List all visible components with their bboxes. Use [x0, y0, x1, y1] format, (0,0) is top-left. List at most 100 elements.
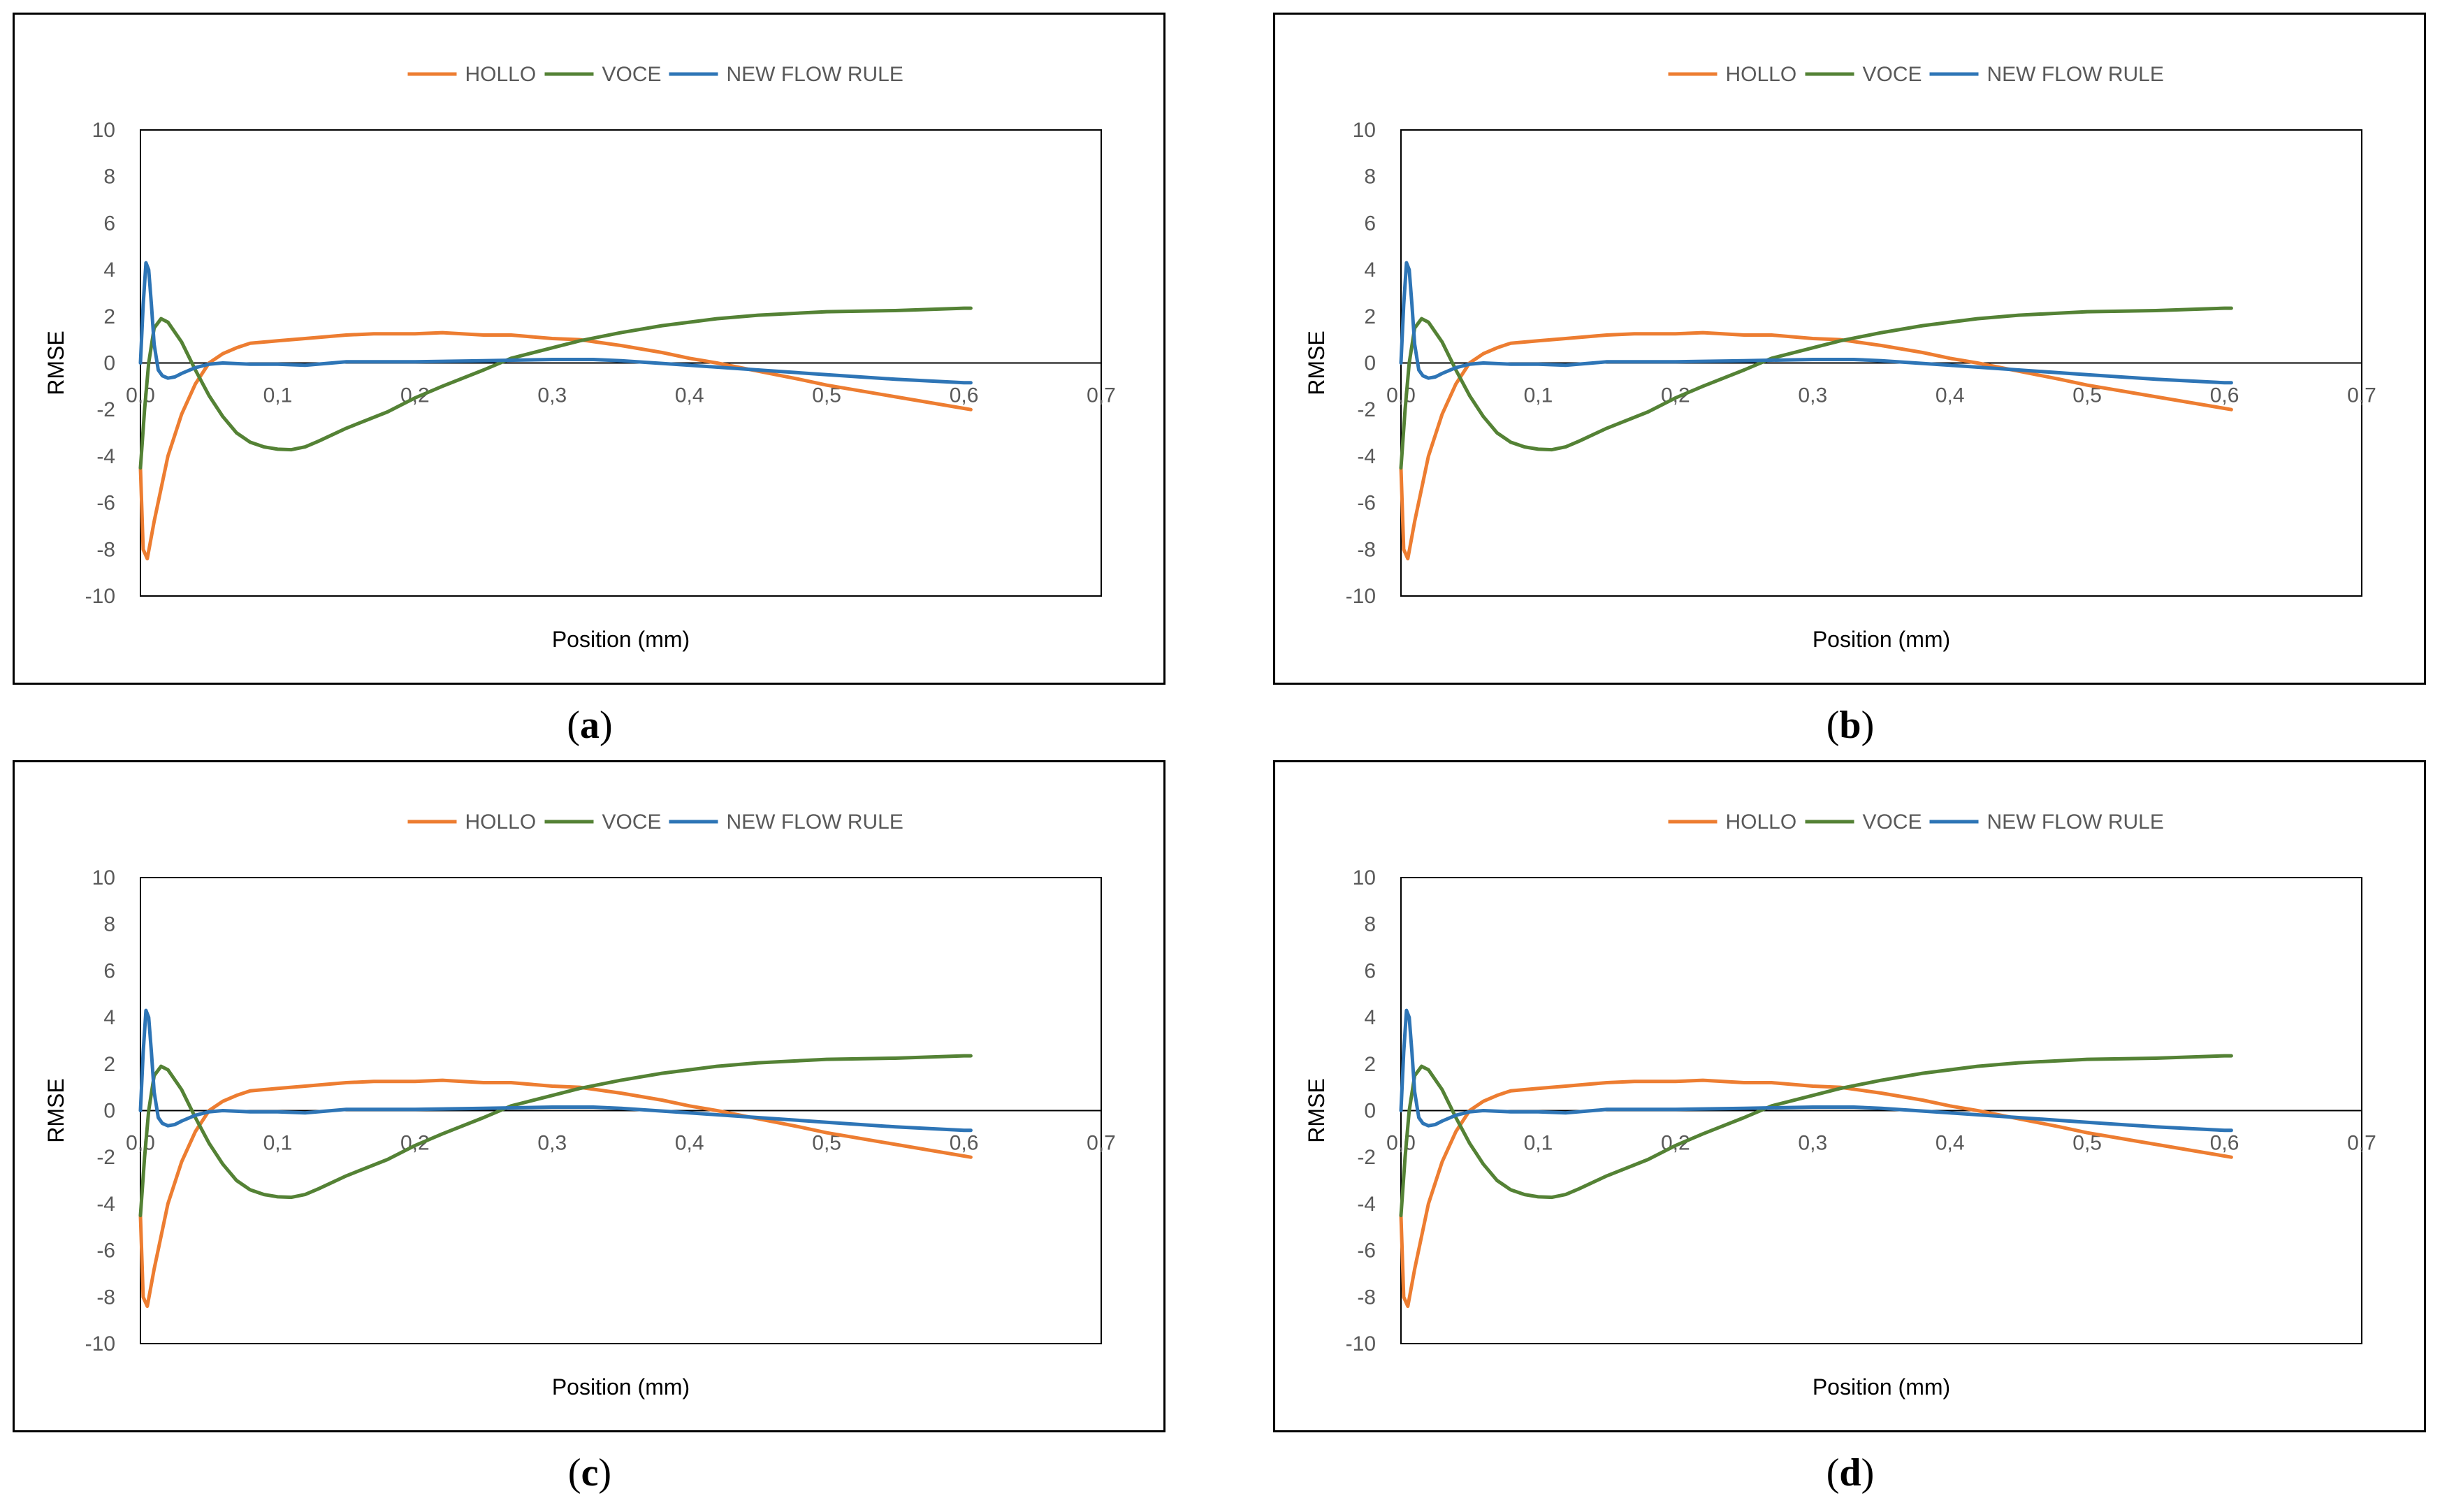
y-tick-label: -4: [96, 1193, 115, 1216]
y-tick-label: -10: [85, 1332, 115, 1355]
x-tick-label: 0,0: [1386, 384, 1416, 407]
y-tick-label: -8: [1357, 538, 1376, 561]
legend-label-voce: VOCE: [602, 63, 662, 86]
y-tick-label: 4: [1364, 1006, 1376, 1029]
x-tick-label: 0,0: [126, 384, 155, 407]
y-tick-label: -4: [96, 445, 115, 468]
x-tick-label: 0,7: [1087, 384, 1116, 407]
x-tick-label: 0,1: [263, 384, 293, 407]
x-axis-title: Position (mm): [1813, 1374, 1950, 1400]
x-tick-label: 0,1: [1524, 384, 1553, 407]
y-tick-label: -6: [96, 1240, 115, 1263]
x-tick-label: 0,4: [1936, 384, 1965, 407]
caption-c: (c): [567, 1451, 612, 1495]
y-tick-label: 4: [1364, 259, 1376, 282]
y-tick-label: 0: [1364, 1100, 1376, 1123]
chart-panel-b: 10 8 6 4 2 0 -2 -4 -6 -8 -10 0,0 0,1 0,2 0,3 0,4 0,5 0,6 0…: [1273, 13, 2426, 685]
x-axis-title: Position (mm): [552, 1374, 690, 1400]
caption-a: (a): [567, 704, 613, 747]
x-tick-label: 0,1: [1524, 1132, 1553, 1155]
y-axis-title: RMSE: [1304, 330, 1329, 395]
y-tick-label: 10: [92, 866, 115, 889]
series-line-voce: [1399, 1054, 2233, 1218]
y-axis-title: RMSE: [43, 330, 68, 395]
x-tick-label: 0,1: [263, 1132, 293, 1155]
y-tick-label: 0: [1364, 352, 1376, 375]
x-tick-label: 0,6: [950, 1132, 979, 1155]
legend-label-voce: VOCE: [1863, 63, 1922, 86]
series-line-new-flow-rule: [1399, 1008, 2233, 1133]
y-tick-label: 10: [1353, 866, 1376, 889]
y-tick-label: -4: [1357, 445, 1376, 468]
legend-label-new-flow-rule: NEW FLOW RULE: [1987, 810, 2164, 834]
y-tick-label: 2: [103, 1053, 115, 1076]
x-tick-label: 0,4: [675, 384, 704, 407]
x-tick-label: 0,3: [1798, 384, 1827, 407]
series-line-new-flow-rule: [1399, 261, 2233, 385]
y-tick-label: -2: [1357, 398, 1376, 421]
x-tick-label: 0,7: [1087, 1132, 1116, 1155]
y-tick-label: -6: [1357, 1240, 1376, 1263]
chart-panel-a: 10 8 6 4 2 0 -2 -4 -6 -8 -10 0,0 0,1 0,2 0,3 0,4 0,5 0,6 0…: [13, 13, 1165, 685]
y-tick-label: 2: [1364, 1053, 1376, 1076]
series-line-new-flow-rule: [138, 261, 973, 385]
x-tick-label: 0,0: [1386, 1132, 1416, 1155]
y-tick-label: -8: [96, 538, 115, 561]
x-axis-title: Position (mm): [1813, 627, 1950, 652]
caption-b: (b): [1826, 704, 1875, 747]
y-tick-label: 0: [103, 352, 115, 375]
x-tick-label: 0,6: [2210, 384, 2239, 407]
y-tick-label: 10: [1353, 119, 1376, 142]
series-line-new-flow-rule: [138, 1008, 973, 1133]
legend-label-new-flow-rule: NEW FLOW RULE: [727, 63, 903, 86]
y-tick-label: 8: [1364, 166, 1376, 189]
series-line-voce: [1399, 306, 2233, 470]
x-tick-label: 0,6: [2210, 1132, 2239, 1155]
y-tick-label: 4: [103, 1006, 115, 1029]
y-tick-label: -2: [96, 398, 115, 421]
y-tick-label: 8: [1364, 913, 1376, 936]
x-tick-label: 0,3: [1798, 1132, 1827, 1155]
legend-label-hollo: HOLLO: [1726, 63, 1797, 86]
series-line-voce: [138, 306, 973, 470]
y-tick-label: -8: [96, 1286, 115, 1309]
legend-label-new-flow-rule: NEW FLOW RULE: [1987, 63, 2164, 86]
x-tick-label: 0,6: [950, 384, 979, 407]
chart-panel-c: 10 8 6 4 2 0 -2 -4 -6 -8 -10 0,0 0,1 0,2 0,3 0,4 0,5 0,6 0…: [13, 760, 1165, 1432]
y-tick-label: -8: [1357, 1286, 1376, 1309]
legend-label-hollo: HOLLO: [465, 63, 537, 86]
series-line-voce: [138, 1054, 973, 1218]
y-tick-label: 2: [1364, 305, 1376, 328]
y-tick-label: -10: [85, 585, 115, 608]
x-tick-label: 0,3: [537, 384, 567, 407]
y-tick-label: 6: [1364, 959, 1376, 982]
y-tick-label: -10: [1346, 585, 1376, 608]
y-tick-label: 6: [103, 959, 115, 982]
x-tick-label: 0,7: [2347, 1132, 2376, 1155]
y-tick-label: 4: [103, 259, 115, 282]
legend-label-new-flow-rule: NEW FLOW RULE: [727, 810, 903, 834]
legend-label-voce: VOCE: [602, 810, 662, 834]
legend-label-voce: VOCE: [1863, 810, 1922, 834]
x-tick-label: 0,4: [1936, 1132, 1965, 1155]
y-tick-label: 0: [103, 1100, 115, 1123]
y-tick-label: -10: [1346, 1332, 1376, 1355]
y-tick-label: 8: [103, 913, 115, 936]
y-tick-label: -2: [1357, 1146, 1376, 1169]
y-tick-label: -6: [1357, 492, 1376, 515]
y-tick-label: 6: [103, 212, 115, 235]
legend-label-hollo: HOLLO: [1726, 810, 1797, 834]
y-axis-title: RMSE: [1304, 1078, 1329, 1142]
y-tick-label: 8: [103, 166, 115, 189]
x-axis-title: Position (mm): [552, 627, 690, 652]
x-tick-label: 0,7: [2347, 384, 2376, 407]
y-tick-label: 2: [103, 305, 115, 328]
legend-label-hollo: HOLLO: [465, 810, 537, 834]
chart-panel-d: 10 8 6 4 2 0 -2 -4 -6 -8 -10 0,0 0,1 0,2 0,3 0,4 0,5 0,6 0…: [1273, 760, 2426, 1432]
y-tick-label: -4: [1357, 1193, 1376, 1216]
y-tick-label: 6: [1364, 212, 1376, 235]
caption-d: (d): [1826, 1451, 1875, 1495]
